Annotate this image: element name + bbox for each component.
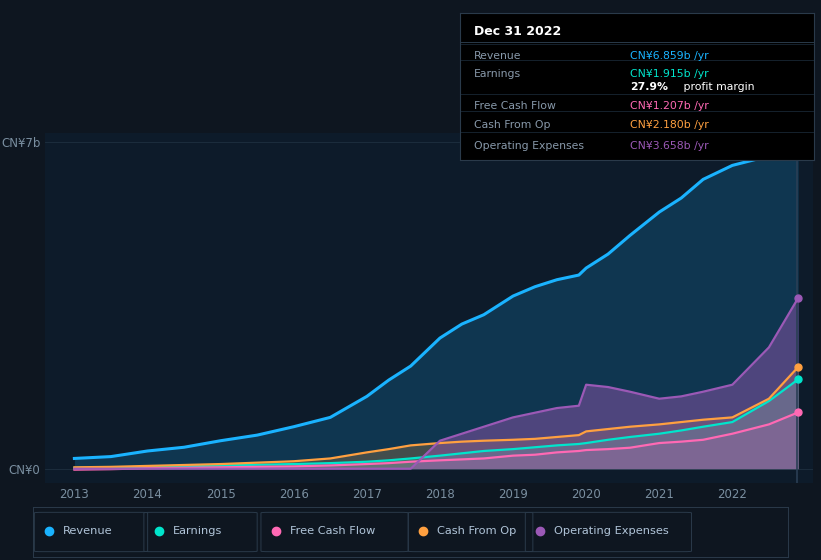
- Text: CN¥2.180b /yr: CN¥2.180b /yr: [630, 120, 709, 130]
- Text: 27.9%: 27.9%: [630, 82, 668, 92]
- Text: CN¥6.859b /yr: CN¥6.859b /yr: [630, 51, 709, 61]
- Text: Free Cash Flow: Free Cash Flow: [290, 526, 375, 536]
- Text: Operating Expenses: Operating Expenses: [474, 141, 584, 151]
- Text: Free Cash Flow: Free Cash Flow: [474, 101, 556, 111]
- Text: Operating Expenses: Operating Expenses: [554, 526, 669, 536]
- Text: Revenue: Revenue: [474, 51, 521, 61]
- Text: Revenue: Revenue: [63, 526, 112, 536]
- Text: CN¥3.658b /yr: CN¥3.658b /yr: [630, 141, 709, 151]
- Text: Dec 31 2022: Dec 31 2022: [474, 25, 562, 38]
- Text: Earnings: Earnings: [474, 69, 521, 78]
- Text: profit margin: profit margin: [680, 82, 754, 92]
- Text: CN¥1.915b /yr: CN¥1.915b /yr: [630, 69, 709, 78]
- Text: Earnings: Earnings: [172, 526, 222, 536]
- Text: CN¥1.207b /yr: CN¥1.207b /yr: [630, 101, 709, 111]
- Text: Cash From Op: Cash From Op: [437, 526, 516, 536]
- Text: Cash From Op: Cash From Op: [474, 120, 550, 130]
